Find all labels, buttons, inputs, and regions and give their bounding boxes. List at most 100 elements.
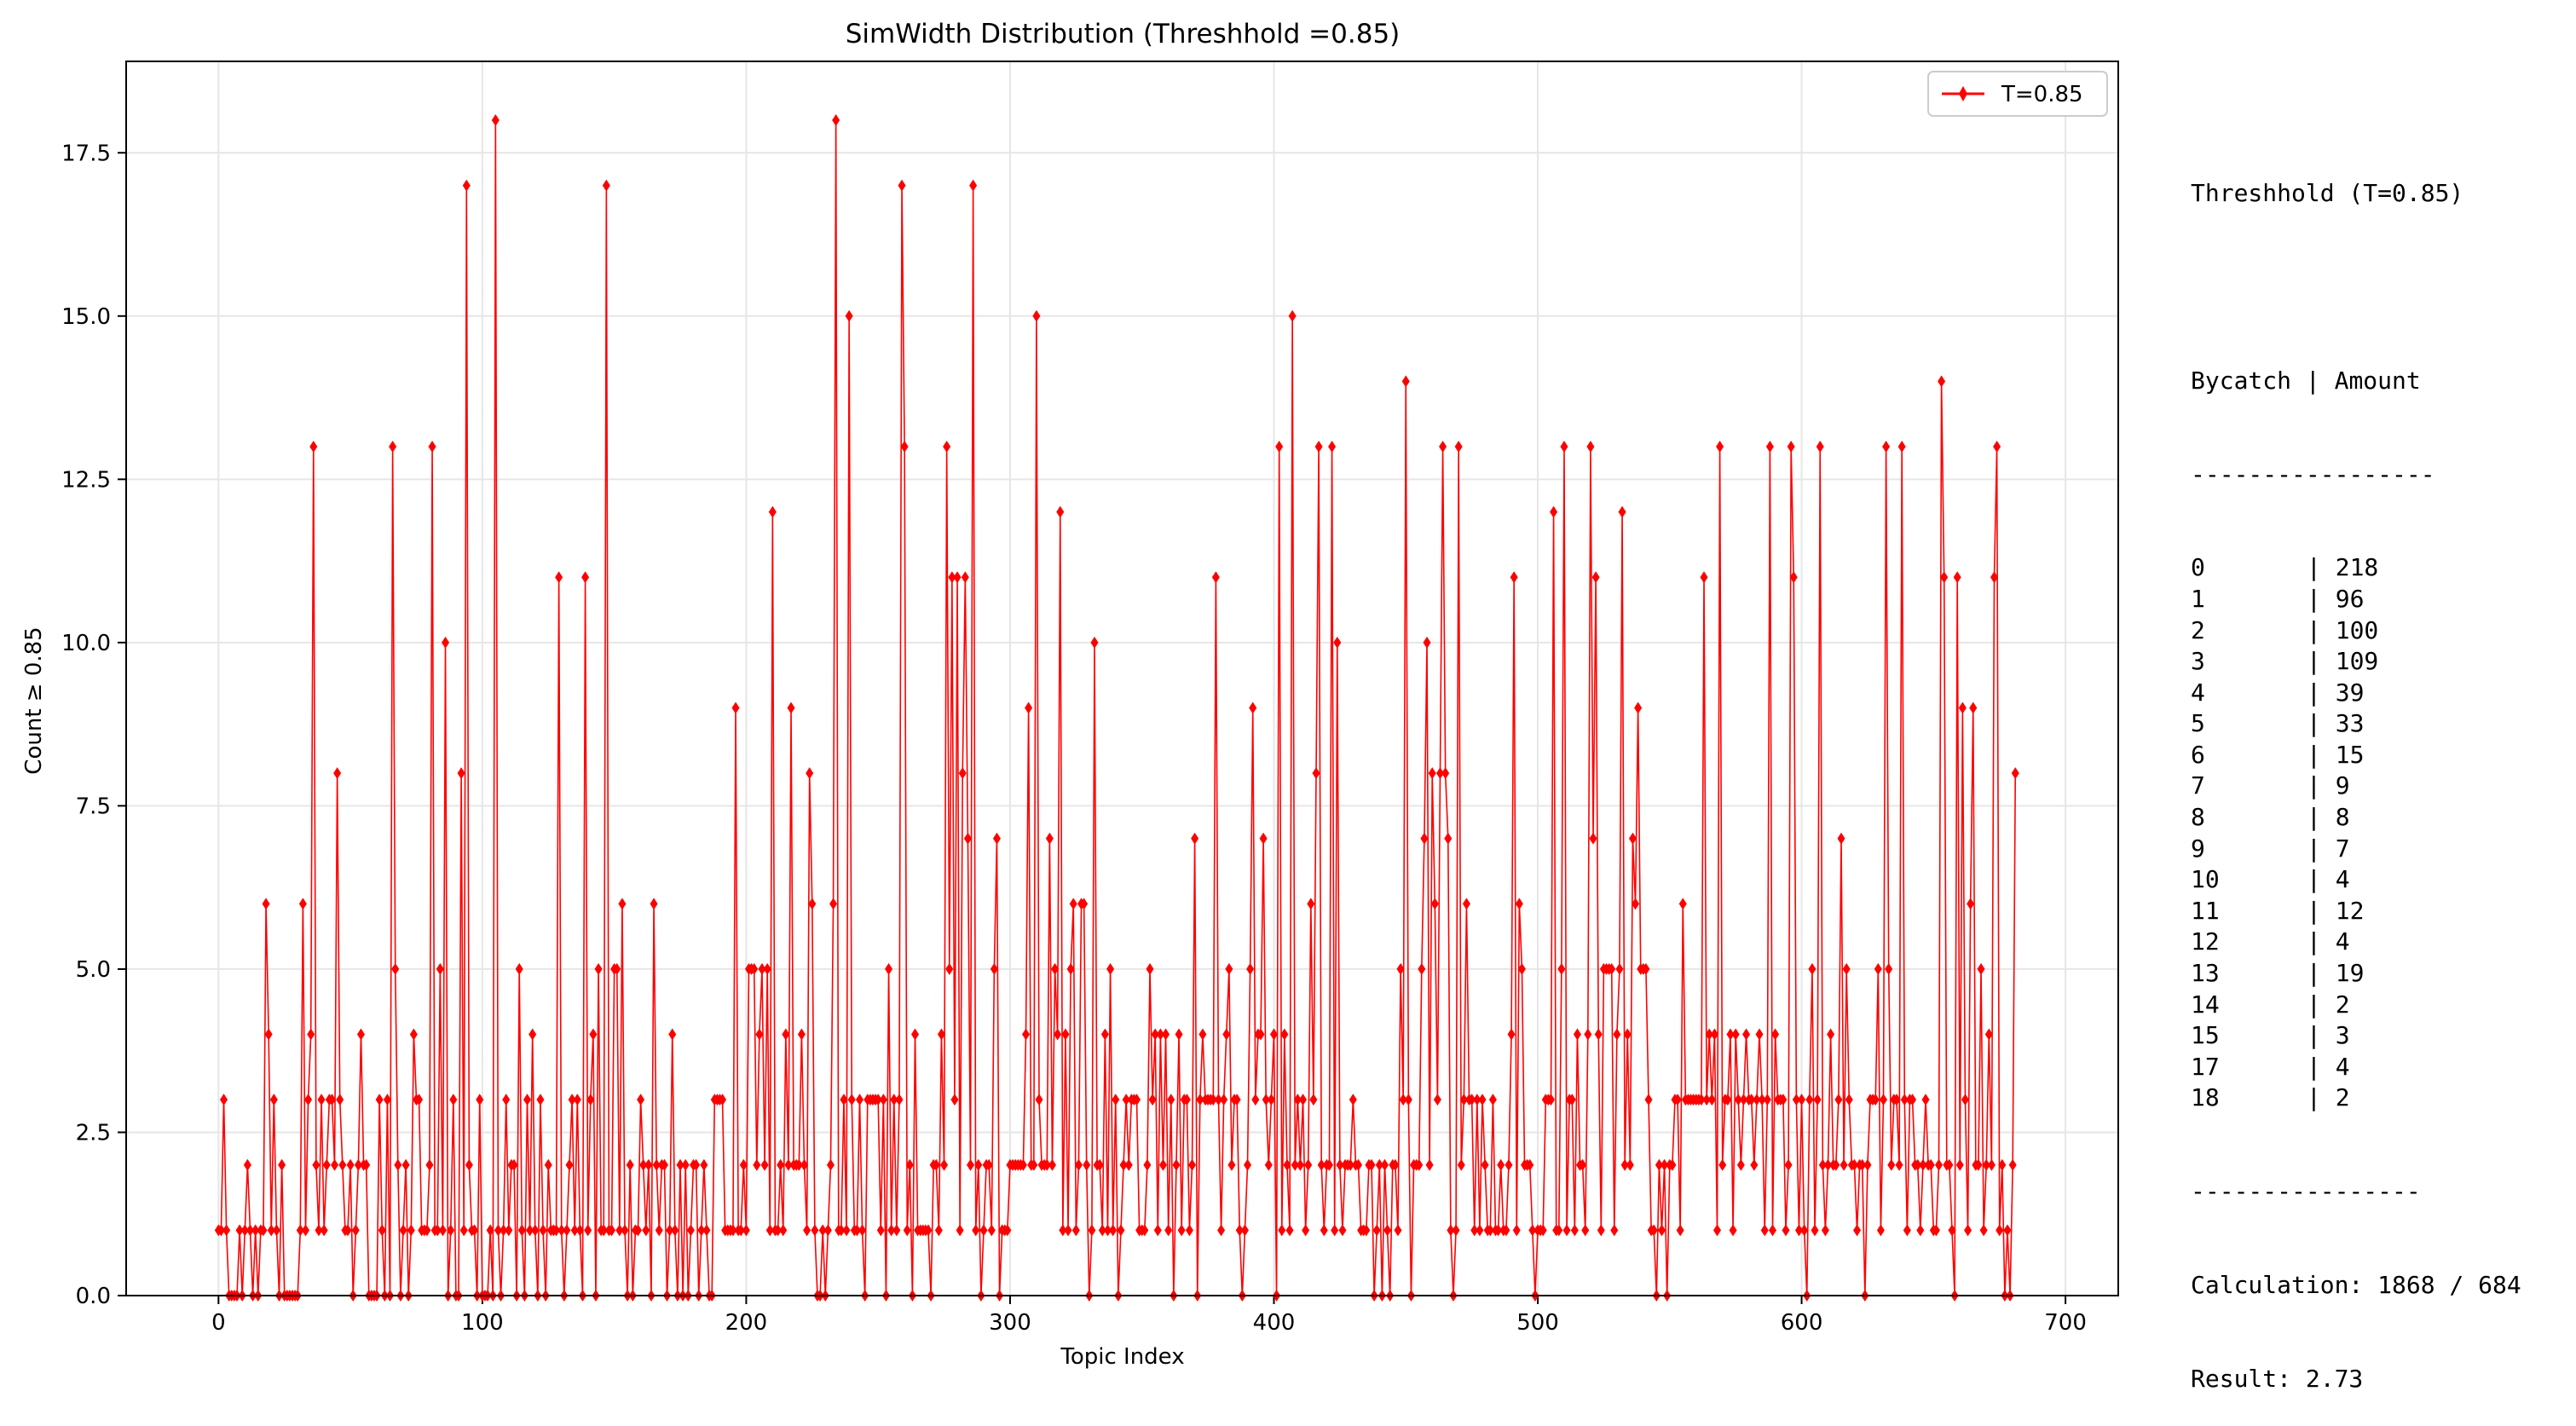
summary-row: 0 | 218 — [2191, 552, 2566, 584]
summary-row-separator: | — [2307, 771, 2336, 800]
chart-title: SimWidth Distribution (Threshhold =0.85) — [846, 19, 1401, 49]
legend-label: T=0.85 — [2001, 82, 2083, 107]
data-point — [356, 1028, 365, 1041]
data-point — [1338, 1224, 1347, 1237]
data-point — [808, 898, 817, 910]
series-line — [218, 119, 2017, 1296]
data-point — [1739, 1094, 1747, 1106]
data-point — [787, 701, 795, 714]
data-point — [1401, 375, 1410, 388]
data-point — [676, 1158, 684, 1171]
data-point — [829, 898, 838, 910]
data-point — [1958, 701, 1967, 714]
data-point — [642, 1224, 650, 1237]
data-point — [1961, 1094, 1969, 1106]
data-point — [539, 1224, 547, 1237]
data-point — [1539, 1224, 1547, 1237]
data-point — [1510, 571, 1518, 584]
data-point — [1468, 1094, 1476, 1106]
summary-row-amount: 109 — [2335, 647, 2379, 676]
summary-row-separator: | — [2307, 834, 2336, 863]
data-point — [1071, 1224, 1080, 1237]
data-point — [1584, 1028, 1592, 1041]
data-point — [774, 1224, 783, 1237]
data-point — [259, 1224, 268, 1237]
data-point — [887, 1224, 896, 1237]
summary-header: Bycatch | Amount — [2191, 366, 2566, 397]
data-point — [1979, 1224, 1988, 1237]
data-point — [1610, 1224, 1619, 1237]
summary-title: Threshhold (T=0.85) — [2191, 179, 2464, 208]
data-point — [1083, 1158, 1091, 1171]
data-point — [586, 1094, 595, 1106]
summary-row: 9 | 7 — [2191, 834, 2566, 865]
data-point — [1967, 898, 1975, 910]
data-point — [1059, 1224, 1067, 1237]
summary-row-separator: | — [2307, 709, 2336, 738]
summary-row: 14 | 2 — [2191, 990, 2566, 1021]
legend: T=0.85 — [1927, 71, 2108, 117]
data-point — [1362, 1224, 1371, 1237]
data-point — [979, 1224, 988, 1237]
summary-row-amount: 7 — [2335, 834, 2350, 863]
data-point — [1613, 1028, 1621, 1041]
data-point — [1579, 1158, 1587, 1171]
summary-row: 3 | 109 — [2191, 646, 2566, 678]
data-point — [1760, 1224, 1769, 1237]
summary-row-amount: 19 — [2335, 959, 2365, 988]
data-point — [1697, 1094, 1706, 1106]
data-point — [797, 1028, 806, 1041]
summary-row-amount: 15 — [2335, 740, 2365, 769]
summary-row-bycatch: 9 — [2191, 834, 2205, 863]
data-point — [589, 1028, 598, 1041]
data-point — [1025, 701, 1033, 714]
data-point — [782, 1028, 790, 1041]
data-point — [634, 1224, 643, 1237]
summary-row-amount: 218 — [2335, 553, 2379, 582]
summary-row-separator: | — [2307, 959, 2336, 988]
data-point — [1560, 441, 1568, 453]
data-point — [1143, 1158, 1152, 1171]
data-point — [1813, 1094, 1822, 1106]
data-point — [765, 1224, 774, 1237]
data-point — [1644, 1094, 1653, 1106]
data-point — [1452, 1224, 1460, 1237]
summary-row: 8 | 8 — [2191, 802, 2566, 834]
data-point — [602, 179, 610, 192]
data-point — [777, 1158, 785, 1171]
summary-divider-2: ---------------- — [2191, 1177, 2421, 1206]
data-point — [1486, 1224, 1494, 1237]
data-point — [378, 1224, 386, 1237]
data-point — [1146, 962, 1154, 975]
data-point — [1494, 1224, 1503, 1237]
data-point — [823, 1224, 832, 1237]
summary-row-bycatch: 13 — [2191, 959, 2220, 988]
data-point — [438, 1224, 447, 1237]
x-tick-label: 700 — [2044, 1310, 2087, 1336]
data-point — [1333, 636, 1342, 649]
data-point — [526, 1224, 534, 1237]
data-point — [235, 1224, 244, 1237]
summary-row: 10 | 4 — [2191, 864, 2566, 896]
data-point — [760, 1158, 769, 1171]
y-tick-label: 2.5 — [76, 1120, 111, 1146]
data-point — [436, 962, 444, 975]
data-point — [1177, 1224, 1186, 1237]
data-point — [681, 1158, 690, 1171]
data-point — [575, 1224, 584, 1237]
data-point — [763, 962, 771, 975]
data-point — [301, 1224, 309, 1237]
data-point — [992, 832, 1001, 845]
summary-row-bycatch: 6 — [2191, 740, 2205, 769]
data-point — [1217, 1224, 1226, 1237]
summary-row-amount: 39 — [2335, 678, 2365, 707]
data-point — [552, 1224, 561, 1237]
data-point — [272, 1224, 280, 1237]
summary-row-separator: | — [2307, 1021, 2336, 1050]
data-point — [963, 832, 972, 845]
data-point — [557, 1224, 566, 1237]
data-point — [375, 1094, 384, 1106]
data-point — [1264, 1158, 1273, 1171]
summary-row-bycatch: 7 — [2191, 771, 2205, 800]
data-point — [1618, 505, 1626, 518]
